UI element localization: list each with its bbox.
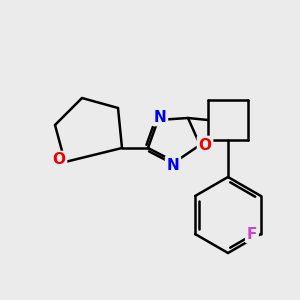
Text: F: F: [247, 226, 257, 242]
Text: O: O: [52, 152, 65, 167]
Text: O: O: [199, 137, 212, 152]
Text: N: N: [154, 110, 166, 124]
Text: N: N: [167, 158, 179, 172]
